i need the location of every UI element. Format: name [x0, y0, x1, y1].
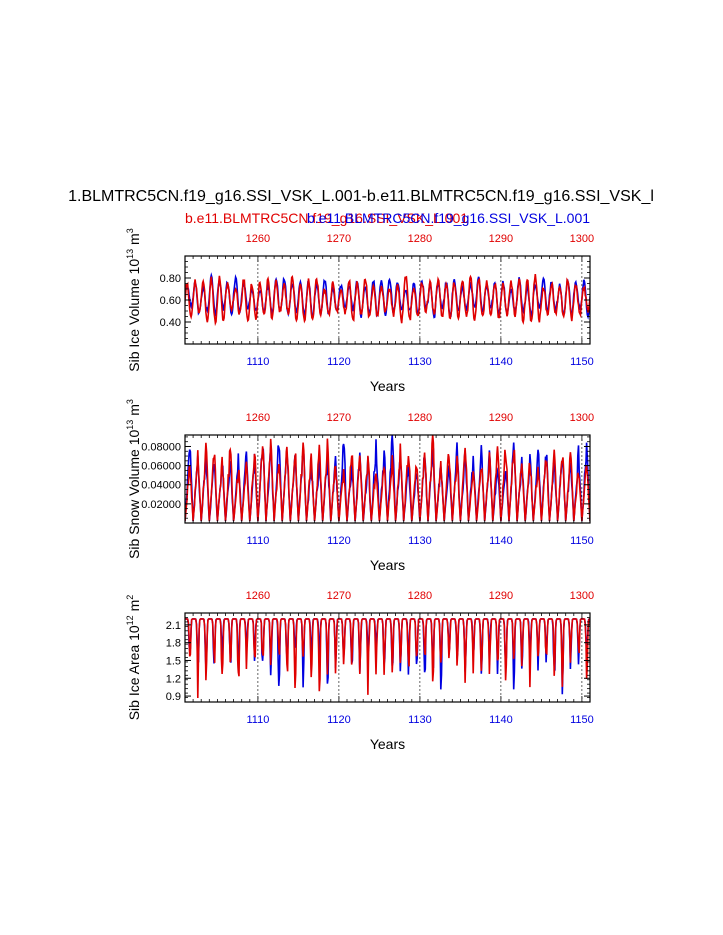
- ytick-label: 0.40: [160, 317, 181, 329]
- panel-ice-volume: 0.40 0.60 0.80 1110 1120 1130 1140 1150 1260 1270…: [125, 228, 594, 394]
- xtick-label-bottom: 1140: [489, 535, 513, 547]
- xtick-label-bottom: 1130: [408, 535, 432, 547]
- yaxis-label-part: m: [126, 600, 142, 616]
- xtick-label-bottom: 1120: [327, 356, 351, 368]
- figure-title: 1.BLMTRC5CN.f19_g16.SSI_VSK_L.001-b.e11.…: [68, 188, 654, 205]
- xtick-label-top: 1260: [246, 412, 270, 424]
- panel-ice-area: 0.9 1.2 1.5 1.8 2.1 1110 1120 1130 1140 1150 1260 1…: [125, 590, 594, 752]
- xtick-label-top: 1290: [489, 233, 513, 245]
- ytick-label: 0.06000: [141, 461, 181, 473]
- xtick-label-top: 1290: [489, 412, 513, 424]
- xtick-label-bottom: 1150: [570, 714, 594, 726]
- legend-blue-label: b.e11.BLMTRC5CN.f19_g16.SSI_VSK_L.001: [307, 210, 590, 226]
- ytick-label: 0.04000: [141, 480, 181, 492]
- ytick-label: 0.9: [166, 691, 181, 703]
- xtick-label-top: 1270: [327, 590, 351, 602]
- yaxis-label-part: Sib Ice Volume 10: [126, 259, 142, 372]
- xtick-label-top: 1300: [570, 412, 594, 424]
- xtick-label-top: 1270: [327, 233, 351, 245]
- yaxis-label-part: Sib Snow Volume 10: [126, 429, 142, 558]
- series-line-red: [185, 618, 590, 699]
- xtick-label-top: 1280: [408, 412, 432, 424]
- yaxis-label-part: 13: [125, 249, 135, 259]
- ytick-label: 0.08000: [141, 441, 181, 453]
- xaxis-label: Years: [370, 557, 405, 573]
- yaxis-label-part: 13: [125, 420, 135, 430]
- ytick-label: 2.1: [166, 620, 181, 632]
- panel-snow-volume: 0.02000 0.04000 0.06000 0.08000 1110 1120 1130…: [125, 399, 594, 573]
- yaxis-label: Sib Ice Area 1012 m2: [125, 595, 142, 721]
- ytick-label: 0.60: [160, 295, 181, 307]
- xtick-label-bottom: 1130: [408, 356, 432, 368]
- xtick-label-bottom: 1110: [246, 535, 269, 547]
- xtick-label-top: 1280: [408, 233, 432, 245]
- xtick-label-bottom: 1120: [327, 535, 351, 547]
- xtick-label-bottom: 1120: [327, 714, 351, 726]
- ytick-label: 1.2: [166, 673, 181, 685]
- yaxis-label-part: m: [126, 404, 142, 420]
- xtick-label-top: 1300: [570, 233, 594, 245]
- ytick-label: 1.5: [166, 655, 181, 667]
- xtick-label-top: 1300: [570, 590, 594, 602]
- ytick-label: 0.80: [160, 273, 181, 285]
- xtick-label-bottom: 1140: [489, 356, 513, 368]
- xtick-label-bottom: 1150: [570, 535, 594, 547]
- xtick-label-bottom: 1110: [246, 714, 269, 726]
- yaxis-label: Sib Ice Volume 1013 m3: [125, 228, 142, 371]
- xtick-label-top: 1260: [246, 590, 270, 602]
- yaxis-label-part: 12: [125, 615, 135, 625]
- ytick-label: 1.8: [166, 638, 181, 650]
- yaxis-label: Sib Snow Volume 1013 m3: [125, 399, 142, 559]
- xtick-label-top: 1280: [408, 590, 432, 602]
- yaxis-label-part: 3: [125, 399, 135, 404]
- series-line-red: [185, 435, 590, 522]
- ytick-label: 0.02000: [141, 499, 181, 511]
- xtick-label-top: 1290: [489, 590, 513, 602]
- xtick-label-bottom: 1140: [489, 714, 513, 726]
- xtick-label-bottom: 1110: [246, 356, 269, 368]
- xaxis-label: Years: [370, 736, 405, 752]
- legend-red-label: b.e11.BLMTRC5CN.f19_g16.SSI_VSK_L.001: [185, 210, 468, 226]
- yaxis-label-part: 3: [125, 228, 135, 233]
- yaxis-label-part: Sib Ice Area 10: [126, 625, 142, 720]
- yaxis-label-part: m: [126, 233, 142, 249]
- xaxis-label: Years: [370, 378, 405, 394]
- xtick-label-top: 1260: [246, 233, 270, 245]
- xtick-label-top: 1270: [327, 412, 351, 424]
- yaxis-label-part: 2: [125, 595, 135, 600]
- xtick-label-bottom: 1130: [408, 714, 432, 726]
- xtick-label-bottom: 1150: [570, 356, 594, 368]
- series-line-red: [185, 274, 590, 327]
